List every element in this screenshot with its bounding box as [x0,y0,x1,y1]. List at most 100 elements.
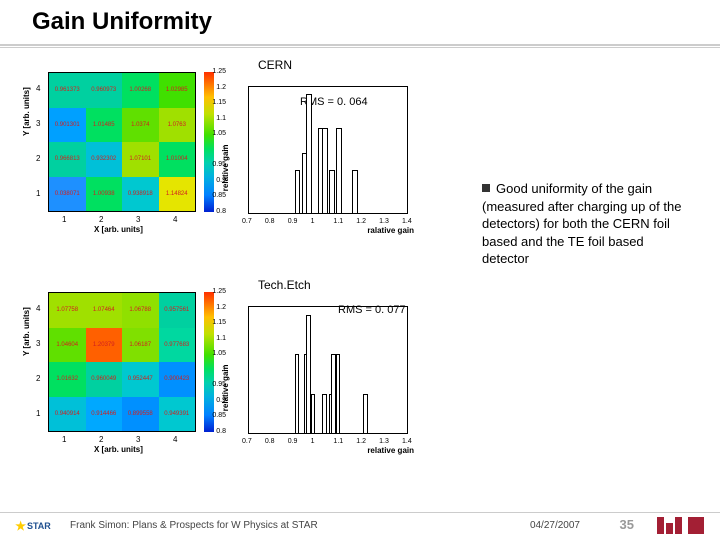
heatmap-cell: 0.901301 [49,108,86,143]
colorbar: 1.251.21.151.11.0510.950.90.850.8 [204,292,214,432]
histogram-xtick: 1.1 [333,218,343,225]
heatmap-label-cern: CERN [258,58,292,72]
heatmap-ytick: 3 [36,339,40,348]
heatmap-ytick: 4 [36,84,40,93]
heatmap-cell: 1.02985 [159,73,196,108]
histogram-xtick: 1.3 [379,438,389,445]
heatmap-cell: 0.977683 [159,328,196,363]
histogram-xtick: 1.4 [402,218,412,225]
histogram-xlabel: ralative gain [367,226,414,235]
heatmap-cell: 1.01632 [49,362,86,397]
footer: ★STAR Frank Simon: Plans & Prospects for… [0,512,720,540]
histogram-xtick: 1 [311,218,315,225]
heatmap-xtick: 3 [136,435,140,444]
heatmap-cell: 0.938918 [122,177,159,212]
histogram-cern: ralative gain 0.7 0.8 0.9 1 1.1 1.2 1.3 1.4 [228,78,418,233]
heatmap-cell: 0.961373 [49,73,86,108]
heatmap-cell: 0.952447 [122,362,159,397]
heatmap-label-te: Tech.Etch [258,278,311,292]
histogram-xtick: 0.9 [288,438,298,445]
bullet-square-icon [482,184,490,192]
heatmap-ytick: 2 [36,374,40,383]
colorbar: 1.251.21.151.11.0510.950.90.850.8 [204,72,214,212]
heatmap-cell: 1.20379 [86,328,123,363]
histogram-xtick: 1.1 [333,438,343,445]
histogram-plot [248,86,408,214]
heatmap-ytick: 1 [36,409,40,418]
heatmap-cell: 0.899558 [122,397,159,432]
heatmap-cell: 0.932302 [86,142,123,177]
histogram-xtick: 1.3 [379,218,389,225]
colorbar-tick: 1.1 [216,115,226,122]
heatmap-cell: 1.06187 [122,328,159,363]
histogram-bar [295,170,301,213]
heatmap-cell: 1.07101 [122,142,159,177]
histogram-xtick: 0.8 [265,438,275,445]
histogram-bar [306,94,312,213]
star-icon: ★ [15,519,26,533]
heatmap-techetch: Y [arb. units] 0.9409140.9144660.8995580… [22,286,222,454]
heatmap-xtick: 4 [173,215,177,224]
histogram-xtick: 1.4 [402,438,412,445]
heatmap-xtick: 4 [173,435,177,444]
heatmap-ylabel: Y [arb. units] [22,307,31,356]
heatmap-cell: 1.07758 [49,293,86,328]
heatmap-cell: 1.00268 [122,73,159,108]
footer-date: 04/27/2007 [530,520,580,531]
colorbar-tick: 1.05 [212,350,226,357]
colorbar-tick: 1.25 [212,68,226,75]
heatmap-cell: 1.01004 [159,142,196,177]
heatmap-cern: Y [arb. units] 0.0380711.009380.9389181.… [22,66,222,234]
histogram-xtick: 0.7 [242,438,252,445]
heatmap-cell: 0.966813 [49,142,86,177]
histogram-bar [336,128,342,213]
heatmap-xtick: 2 [99,435,103,444]
heatmap-ytick: 4 [36,304,40,313]
histogram-xtick: 1.2 [356,218,366,225]
colorbar-tick: 1.15 [212,99,226,106]
heatmap-xtick: 3 [136,215,140,224]
heatmap-xlabel: X [arb. units] [94,445,143,454]
heatmap-plot: 0.0380711.009380.9389181.148240.9668130.… [48,72,196,212]
colorbar-tick: 0.8 [216,208,226,215]
title-underline [0,47,720,48]
heatmap-cell: 1.00938 [86,177,123,212]
histogram-xtick: 0.7 [242,218,252,225]
footer-credit: Frank Simon: Plans & Prospects for W Phy… [70,520,318,531]
histogram-bar [329,170,335,213]
footer-page-number: 35 [620,517,634,532]
histogram-bar [311,394,316,433]
heatmap-ytick: 3 [36,119,40,128]
histogram-xtick: 0.8 [265,218,275,225]
heatmap-cell: 0.960973 [86,73,123,108]
star-logo: ★STAR [10,517,56,535]
histogram-xtick: 1 [311,438,315,445]
heatmap-xlabel: X [arb. units] [94,225,143,234]
page-title: Gain Uniformity [32,8,212,36]
heatmap-cell: 1.14824 [159,177,196,212]
colorbar-tick: 1.1 [216,335,226,342]
colorbar-tick: 0.8 [216,428,226,435]
heatmap-ylabel: Y [arb. units] [22,87,31,136]
colorbar-tick: 1.2 [216,84,226,91]
colorbar-tick: 1.2 [216,304,226,311]
histogram-techetch: relative gain 0.70.80.911.11.21.31.4 [228,298,418,453]
heatmap-cell: 0.960049 [86,362,123,397]
bullet-text: Good uniformity of the gain (measured af… [482,181,681,266]
colorbar-tick: 0.85 [212,192,226,199]
heatmap-plot: 0.9409140.9144660.8995580.9493911.016320… [48,292,196,432]
heatmap-xtick: 2 [99,215,103,224]
bullet-text-block: Good uniformity of the gain (measured af… [482,180,692,268]
heatmap-cell: 1.04604 [49,328,86,363]
histogram-bar [336,354,341,433]
histogram-bar [322,394,327,433]
title-underline [0,44,720,46]
histogram-bar [295,354,300,433]
histogram-bar [322,128,328,213]
heatmap-xtick: 1 [62,215,66,224]
heatmap-cell: 1.07464 [86,293,123,328]
colorbar-tick: 1.15 [212,319,226,326]
heatmap-cell: 1.01485 [86,108,123,143]
histogram-xtick: 0.9 [288,218,298,225]
colorbar-tick: 0.85 [212,412,226,419]
